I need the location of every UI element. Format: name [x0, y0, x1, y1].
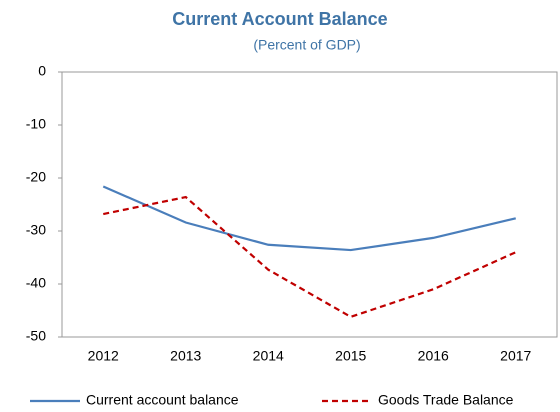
x-tick-label: 2016	[418, 348, 449, 364]
chart-subtitle: (Percent of GDP)	[253, 37, 360, 53]
x-tick-label: 2012	[88, 348, 119, 364]
legend-label: Goods Trade Balance	[378, 392, 514, 408]
plot-area	[61, 71, 558, 338]
y-tick-label: 0	[38, 63, 46, 79]
y-tick-label: -20	[26, 169, 46, 185]
y-tick-label: -50	[26, 328, 46, 344]
legend-label: Current account balance	[86, 392, 239, 408]
x-tick-label: 2015	[335, 348, 366, 364]
x-tick-label: 2013	[170, 348, 201, 364]
chart-title: Current Account Balance	[172, 9, 387, 29]
series-line	[102, 185, 517, 252]
x-tick-label: 2017	[500, 348, 531, 364]
x-tick-label: 2014	[253, 348, 284, 364]
series-line	[103, 195, 517, 319]
y-tick-label: -40	[26, 275, 46, 291]
y-tick-label: -10	[26, 116, 46, 132]
y-tick-label: -30	[26, 222, 46, 238]
